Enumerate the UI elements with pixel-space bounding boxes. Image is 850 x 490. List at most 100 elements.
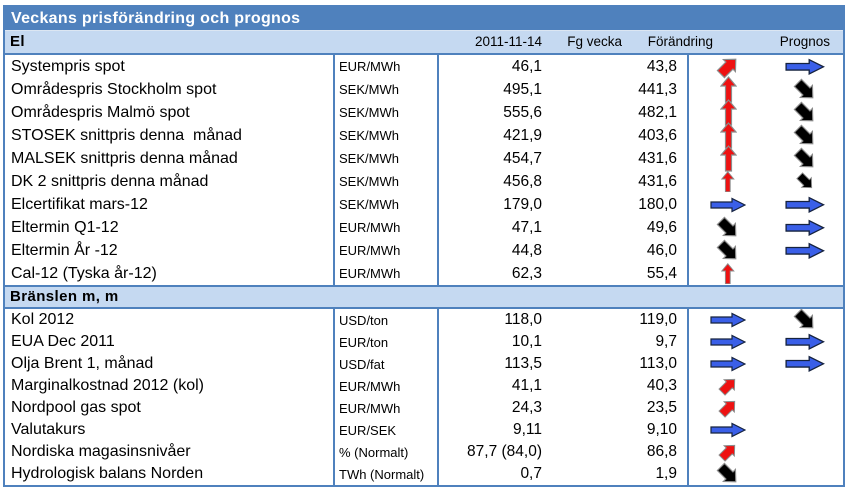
table-row: Valutakurs EUR/SEK 9,11 9,10: [5, 419, 843, 441]
row-forecast-cell: [767, 170, 843, 193]
row-current-value: 454,7: [503, 149, 542, 167]
row-unit: SEK/MWh: [339, 82, 399, 97]
row-name: STOSEK snittpris denna månad: [11, 126, 242, 144]
section-header-fuels: Bränslen m, m: [5, 285, 843, 309]
row-change-cell: [689, 461, 767, 487]
row-name: Eltermin Q1-12: [11, 218, 119, 236]
table-row: Eltermin År -12 EUR/MWh 44,8 46,0: [5, 239, 843, 262]
row-change-cell: [689, 99, 767, 126]
row-change-cell: [689, 239, 767, 262]
row-forecast-cell: [767, 78, 843, 101]
row-current-value: 456,8: [503, 172, 542, 190]
row-current-value: 9,11: [512, 421, 542, 438]
right-blue-arrow-icon: [710, 197, 746, 213]
row-forecast-cell: [767, 124, 843, 147]
column-header-forecast: Prognos: [779, 34, 830, 49]
row-prev-week-value: 119,0: [639, 311, 677, 328]
row-current-value: 46,1: [511, 57, 542, 75]
row-change-cell: [689, 397, 767, 419]
up-right-red-arrow-icon: [717, 397, 739, 419]
row-change-cell: [689, 170, 767, 193]
row-unit: EUR/MWh: [339, 243, 401, 258]
column-divider: [437, 309, 439, 485]
table-title-bar: Veckans prisförändring och prognos: [5, 7, 843, 31]
price-table: Veckans prisförändring och prognos El 20…: [3, 5, 845, 487]
table-row: Områdespris Malmö spot SEK/MWh 555,6 482…: [5, 99, 843, 126]
row-unit: SEK/MWh: [339, 128, 399, 143]
row-prev-week-value: 46,0: [646, 241, 677, 259]
row-unit: SEK/MWh: [339, 174, 399, 189]
row-change-cell: [689, 122, 767, 149]
table-row: Områdespris Stockholm spot SEK/MWh 495,1…: [5, 76, 843, 103]
row-name: Cal-12 (Tyska år-12): [11, 264, 157, 282]
row-name: Nordpool gas spot: [11, 399, 141, 416]
row-name: Hydrologisk balans Norden: [11, 465, 204, 482]
table-row: Nordpool gas spot EUR/MWh 24,3 23,5: [5, 397, 843, 419]
right-blue-arrow-icon: [785, 219, 825, 237]
fuel-rows: Kol 2012 USD/ton 118,0 119,0 EUA Dec 201…: [5, 308, 843, 487]
row-name: DK 2 snittpris denna månad: [11, 172, 209, 190]
row-change-cell: [689, 419, 767, 441]
row-change-cell: [689, 55, 767, 78]
table-row: Cal-12 (Tyska år-12) EUR/MWh 62,3 55,4: [5, 262, 843, 285]
column-divider: [333, 309, 335, 485]
row-prev-week-value: 482,1: [638, 103, 677, 121]
table-row: Hydrologisk balans Norden TWh (Normalt) …: [5, 461, 843, 487]
row-unit: SEK/MWh: [339, 197, 399, 212]
down-right-black-arrow-icon: [715, 461, 741, 487]
row-prev-week-value: 9,7: [655, 333, 677, 350]
row-unit: EUR/MWh: [339, 220, 401, 235]
right-blue-arrow-icon: [710, 356, 746, 372]
row-current-value: 10,1: [511, 333, 542, 350]
row-change-cell: [689, 145, 767, 172]
row-unit: USD/fat: [339, 356, 385, 372]
row-name: MALSEK snittpris denna månad: [11, 149, 238, 167]
table-row: Kol 2012 USD/ton 118,0 119,0: [5, 308, 843, 331]
row-unit: EUR/SEK: [339, 422, 397, 438]
row-prev-week-value: 86,8: [646, 443, 677, 460]
column-divider: [437, 55, 439, 285]
row-forecast-cell: [767, 375, 843, 397]
row-current-value: 113,5: [504, 355, 542, 372]
row-name: Olja Brent 1, månad: [11, 355, 154, 372]
row-forecast-cell: [767, 216, 843, 239]
up-right-red-arrow-icon: [717, 441, 739, 463]
table-row: Eltermin Q1-12 EUR/MWh 47,1 49,6: [5, 216, 843, 239]
row-forecast-cell: [767, 463, 843, 485]
row-forecast-cell: [767, 397, 843, 419]
row-forecast-cell: [767, 308, 843, 331]
table-row: Elcertifikat mars-12 SEK/MWh 179,0 180,0: [5, 193, 843, 216]
row-change-cell: [689, 76, 767, 103]
down-right-black-arrow-icon: [792, 77, 818, 103]
row-change-cell: [689, 216, 767, 239]
row-unit: EUR/MWh: [339, 266, 401, 281]
table-row: Olja Brent 1, månad USD/fat 113,5 113,0: [5, 353, 843, 375]
row-name: Kol 2012: [11, 311, 75, 328]
up-red-arrow-icon: [721, 170, 735, 193]
row-current-value: 47,1: [511, 218, 542, 236]
row-current-value: 118,0: [504, 311, 542, 328]
up-right-red-arrow-icon: [717, 375, 739, 397]
table-row: EUA Dec 2011 EUR/ton 10,1 9,7: [5, 331, 843, 353]
row-name: Valutakurs: [11, 421, 86, 438]
row-prev-week-value: 40,3: [646, 377, 677, 394]
row-name: Eltermin År -12: [11, 241, 118, 259]
right-blue-arrow-icon: [785, 58, 825, 76]
row-unit: % (Normalt): [339, 444, 409, 460]
down-right-black-arrow-icon: [792, 123, 818, 149]
right-blue-arrow-icon: [785, 333, 825, 351]
up-red-arrow-icon: [719, 145, 737, 172]
row-forecast-cell: [767, 331, 843, 353]
row-current-value: 555,6: [503, 103, 542, 121]
row-forecast-cell: [767, 353, 843, 375]
row-change-cell: [689, 331, 767, 353]
down-right-black-arrow-icon: [715, 238, 741, 264]
row-prev-week-value: 23,5: [646, 399, 677, 416]
right-blue-arrow-icon: [785, 242, 825, 260]
row-unit: EUR/MWh: [339, 400, 401, 416]
row-change-cell: [689, 375, 767, 397]
row-change-cell: [689, 353, 767, 375]
table-row: STOSEK snittpris denna månad SEK/MWh 421…: [5, 122, 843, 149]
section-label-fuels: Bränslen m, m: [10, 288, 119, 305]
